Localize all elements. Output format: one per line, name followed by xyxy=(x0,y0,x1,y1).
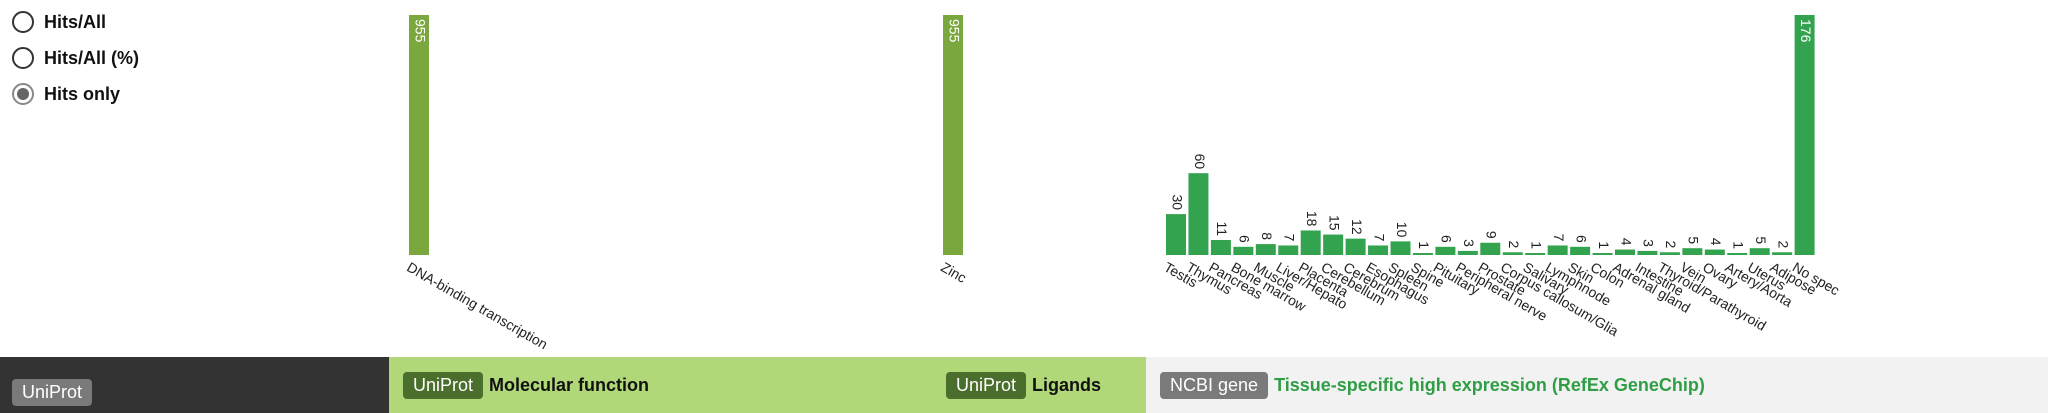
radio-label: Hits only xyxy=(44,83,121,104)
bar-value-label: 4 xyxy=(1618,238,1634,246)
chart-bar[interactable] xyxy=(1345,238,1366,255)
bar-value-label: 5 xyxy=(1686,236,1702,244)
bar-value-label: 18 xyxy=(1304,211,1320,227)
chart-bar[interactable] xyxy=(1412,253,1433,255)
chart-bar[interactable] xyxy=(1255,244,1276,255)
chart-bar[interactable] xyxy=(1368,245,1389,255)
panel-title: Tissue-specific high expression (RefEx G… xyxy=(1274,374,1705,395)
radio-button-selected-icon xyxy=(12,83,34,105)
bar-value-label: 11 xyxy=(1214,221,1230,236)
bar-value-label: 5 xyxy=(1753,236,1769,244)
uniprot-tag[interactable]: UniProt xyxy=(403,371,484,399)
bar-category-label: DNA-binding transcription xyxy=(404,259,550,353)
chart-bar[interactable] xyxy=(1210,240,1231,255)
ligands-panel: UniProt Ligands xyxy=(946,357,1146,413)
bar-value-label: 7 xyxy=(1371,234,1387,242)
bar-value-label: 60 xyxy=(1192,154,1208,170)
chart-bar[interactable] xyxy=(1682,248,1703,255)
chart-bar[interactable] xyxy=(1300,230,1321,255)
bar-value-label: 9 xyxy=(1484,231,1500,239)
chart-bar[interactable] xyxy=(1615,249,1635,255)
molecular-function-panel: UniProt Molecular function xyxy=(389,357,946,413)
bar-value-label: 1 xyxy=(1596,241,1612,249)
chart-bar[interactable] xyxy=(1480,242,1501,255)
chart-bar[interactable] xyxy=(1749,248,1770,255)
bar-value-label: 10 xyxy=(1394,222,1410,238)
chart-bar[interactable] xyxy=(1592,253,1613,255)
radio-label: Hits/All (%) xyxy=(44,47,140,68)
radio-hits-all-percent[interactable]: Hits/All (%) xyxy=(12,40,139,76)
bar-value-label: 30 xyxy=(1169,195,1185,211)
chart-bar[interactable] xyxy=(1502,252,1523,255)
radio-hits-all[interactable]: Hits/All xyxy=(12,4,139,40)
chart-bar[interactable] xyxy=(1525,253,1546,255)
bar-value-label: 2 xyxy=(1775,240,1791,248)
chart-bar[interactable] xyxy=(1233,246,1254,255)
radio-label: Hits/All xyxy=(44,11,107,32)
bar-value-label: 176 xyxy=(1798,19,1814,43)
chart-bar[interactable] xyxy=(1570,246,1591,255)
uniprot-tag[interactable]: UniProt xyxy=(12,378,93,406)
bar-value-label: 12 xyxy=(1349,219,1365,235)
bar-value-label: 2 xyxy=(1506,240,1522,248)
radio-hits-only[interactable]: Hits only xyxy=(12,76,139,112)
chart-bar[interactable] xyxy=(1727,253,1748,255)
bar-category-label: Zinc xyxy=(938,259,969,286)
radio-button-icon xyxy=(12,47,34,69)
bar-value-label: 15 xyxy=(1326,215,1342,231)
chart-bar[interactable] xyxy=(1637,250,1658,255)
chart-bar[interactable] xyxy=(943,15,963,255)
chart-bar[interactable] xyxy=(1323,234,1344,255)
uniprot-panel: UniProt xyxy=(12,371,98,413)
bar-value-label: 8 xyxy=(1259,232,1275,240)
bar-value-label: 955 xyxy=(946,19,962,43)
chart-bar[interactable] xyxy=(1278,245,1299,255)
bar-value-label: 6 xyxy=(1237,235,1253,243)
chart-bar[interactable] xyxy=(1188,173,1209,255)
bar-value-label: 7 xyxy=(1282,234,1298,242)
bar-value-label: 2 xyxy=(1663,240,1679,248)
chart-bar[interactable] xyxy=(1794,15,1815,255)
panel-title: Ligands xyxy=(1032,374,1102,395)
bar-value-label: 3 xyxy=(1641,239,1657,247)
category-bar: UniProt UniProt Molecular function UniPr… xyxy=(0,357,2048,413)
bar-value-label: 7 xyxy=(1551,234,1567,242)
uniprot-tag[interactable]: UniProt xyxy=(946,371,1027,399)
chart-bar[interactable] xyxy=(1166,214,1186,255)
bar-value-label: 955 xyxy=(412,19,428,43)
chart-bar[interactable] xyxy=(1772,252,1793,255)
chart-bar[interactable] xyxy=(1547,245,1568,255)
chart-bar[interactable] xyxy=(1704,249,1725,255)
ncbi-gene-tag[interactable]: NCBI gene xyxy=(1160,371,1269,399)
bar-value-label: 1 xyxy=(1528,241,1544,249)
bar-value-label: 3 xyxy=(1461,239,1477,247)
bar-value-label: 1 xyxy=(1731,241,1747,249)
bar-value-label: 6 xyxy=(1439,235,1455,243)
bar-value-label: 6 xyxy=(1573,235,1589,243)
chart-bar[interactable] xyxy=(1457,250,1478,255)
chart-bar[interactable] xyxy=(409,15,429,255)
chart-bar[interactable] xyxy=(1435,246,1456,255)
radio-button-icon xyxy=(12,11,34,33)
panel-title: Molecular function xyxy=(489,374,650,395)
view-mode-radio-group: Hits/All Hits/All (%) Hits only xyxy=(12,4,139,112)
bar-value-label: 1 xyxy=(1416,241,1432,249)
chart-bar[interactable] xyxy=(1390,241,1411,255)
tissue-expression-panel: NCBI gene Tissue-specific high expressio… xyxy=(1146,357,2048,413)
chart-bar[interactable] xyxy=(1659,252,1680,255)
bar-value-label: 4 xyxy=(1708,238,1724,246)
